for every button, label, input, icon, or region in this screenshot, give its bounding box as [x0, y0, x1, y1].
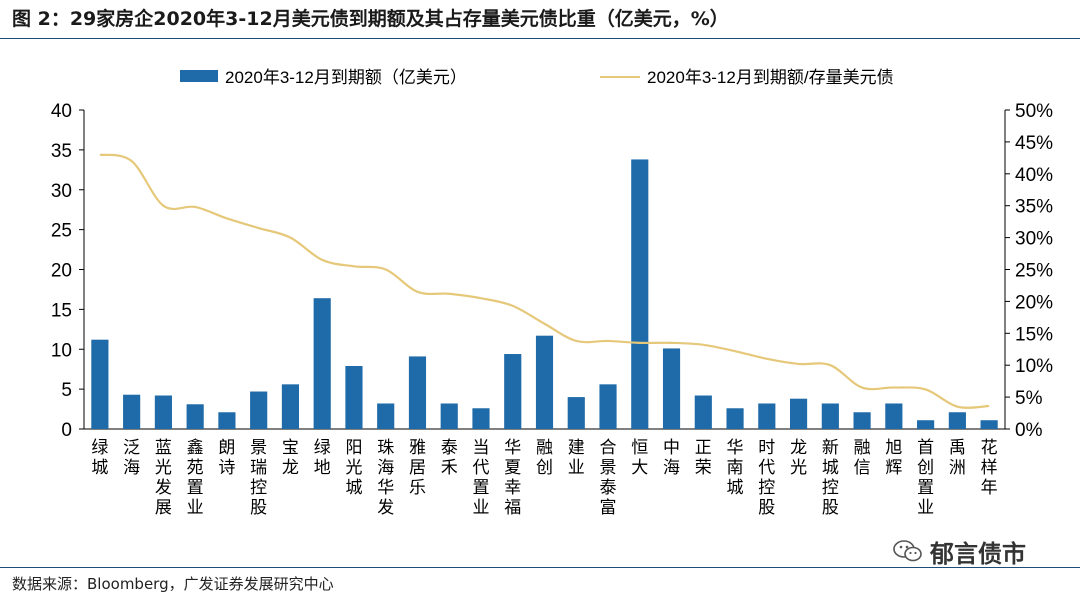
bar-11 — [408, 356, 427, 429]
bar-17 — [599, 384, 617, 429]
x-category-label: 景瑞控股 — [250, 438, 267, 517]
bar-23 — [789, 398, 808, 429]
x-category-label: 鑫苑置业 — [187, 438, 204, 517]
x-category-label: 时代控股 — [758, 438, 775, 517]
bar-22 — [758, 403, 776, 429]
y-right-tick-label: 25% — [1015, 261, 1053, 282]
legend-line-label: 2020年3-12月到期额/存量美元债 — [647, 68, 894, 87]
y-left-tick-label: 20 — [51, 261, 72, 282]
y-right-tick-label: 5% — [1015, 388, 1043, 409]
bar-20 — [694, 395, 712, 429]
legend-bar-swatch — [180, 70, 218, 82]
bar-24 — [821, 403, 839, 429]
x-category-label: 中海 — [663, 438, 680, 477]
x-category-label: 蓝光发展 — [155, 438, 172, 517]
bar-5 — [218, 412, 236, 429]
source-note: 数据来源：Bloomberg，广发证券发展研究中心 — [12, 575, 334, 593]
bar-2 — [123, 394, 141, 429]
x-category-label: 华夏幸福 — [504, 438, 521, 517]
y-right-tick-label: 50% — [1015, 101, 1053, 122]
bar-1 — [91, 339, 109, 429]
bar-28 — [948, 412, 966, 429]
y-right-tick-label: 40% — [1015, 165, 1053, 186]
y-left-tick-label: 5 — [61, 380, 72, 401]
bar-4 — [186, 404, 204, 429]
x-category-label: 建业 — [568, 438, 585, 477]
bar-27 — [917, 420, 935, 429]
source-rule — [0, 567, 1080, 568]
x-category-label: 恒大 — [631, 438, 648, 477]
plot-area: 0 5 10 15 20 25 30 35 40 0% 5% 10% 15% 20% 25% 30% 35% 40… — [51, 101, 1053, 517]
dual-axis-chart: 2020年3-12月到期额（亿美元） 2020年3-12月到期额/存量美元债 0… — [51, 68, 1053, 517]
watermark: 郁言债市 — [892, 535, 1057, 568]
ratio-line — [99, 153, 990, 409]
x-category-label: 正荣 — [695, 438, 712, 477]
x-category-label: 当代置业 — [472, 438, 489, 517]
y-right-tick-label: 35% — [1015, 197, 1053, 218]
x-category-label: 朗诗 — [218, 438, 235, 477]
figure-title: 图 2：29家房企2020年3-12月美元债到期额及其占存量美元债比重（亿美元，… — [12, 8, 729, 30]
x-category-label: 雅居乐 — [409, 438, 426, 497]
bar-14 — [504, 354, 522, 429]
bar-12 — [440, 403, 458, 429]
bar-18 — [631, 159, 649, 429]
bar-6 — [250, 391, 268, 429]
x-category-label: 宝龙 — [282, 438, 299, 477]
bar-8 — [313, 298, 331, 429]
bar-21 — [726, 408, 744, 429]
x-category-label: 合景泰富 — [600, 438, 617, 517]
legend-bar-label: 2020年3-12月到期额（亿美元） — [225, 68, 467, 87]
x-category-label: 龙光 — [790, 438, 807, 477]
x-category-label: 泰禾 — [441, 438, 458, 477]
legend: 2020年3-12月到期额（亿美元） 2020年3-12月到期额/存量美元债 — [180, 68, 894, 87]
x-category-label: 绿地 — [314, 438, 331, 477]
bar-16 — [567, 397, 585, 429]
bar-7 — [281, 384, 300, 429]
y-left-tick-label: 35 — [51, 141, 72, 162]
bar-13 — [472, 408, 490, 429]
bar-3 — [154, 395, 172, 429]
x-category-label: 融信 — [854, 438, 871, 477]
watermark-text: 郁言债市 — [930, 539, 1026, 568]
x-category-label: 珠海华发 — [377, 438, 394, 517]
x-category-label: 旭辉 — [885, 438, 902, 477]
y-right-tick-label: 0% — [1015, 420, 1043, 441]
y-right-tick-label: 15% — [1015, 324, 1053, 345]
bar-9 — [345, 365, 363, 429]
y-left-tick-label: 30 — [51, 181, 72, 202]
bar-26 — [885, 403, 903, 429]
x-category-label: 新城控股 — [822, 438, 839, 517]
bar-10 — [377, 403, 395, 429]
y-right-tick-label: 45% — [1015, 133, 1053, 154]
x-category-label: 花样年 — [981, 438, 998, 497]
y-left-tick-label: 10 — [51, 340, 72, 361]
x-category-label: 绿城 — [91, 438, 108, 477]
y-left-tick-label: 0 — [61, 420, 72, 441]
y-right-tick-label: 20% — [1015, 292, 1053, 313]
bar-29 — [980, 420, 998, 429]
y-left-tick-label: 40 — [51, 101, 72, 122]
y-left-tick-label: 25 — [51, 221, 72, 242]
title-rule — [0, 38, 1080, 39]
bar-15 — [535, 335, 554, 429]
y-left-tick-label: 15 — [51, 300, 72, 321]
x-category-label: 首创置业 — [917, 438, 934, 517]
bar-19 — [662, 348, 681, 429]
x-category-label: 阳光城 — [345, 438, 362, 497]
x-category-label: 泛海 — [123, 438, 140, 477]
x-category-label: 禹洲 — [949, 438, 966, 477]
wechat-icon — [893, 540, 922, 562]
x-category-label: 融创 — [536, 438, 553, 477]
y-right-tick-label: 30% — [1015, 229, 1053, 250]
y-right-tick-label: 10% — [1015, 356, 1053, 377]
bar-25 — [853, 412, 871, 429]
x-category-label: 华南城 — [727, 438, 744, 497]
